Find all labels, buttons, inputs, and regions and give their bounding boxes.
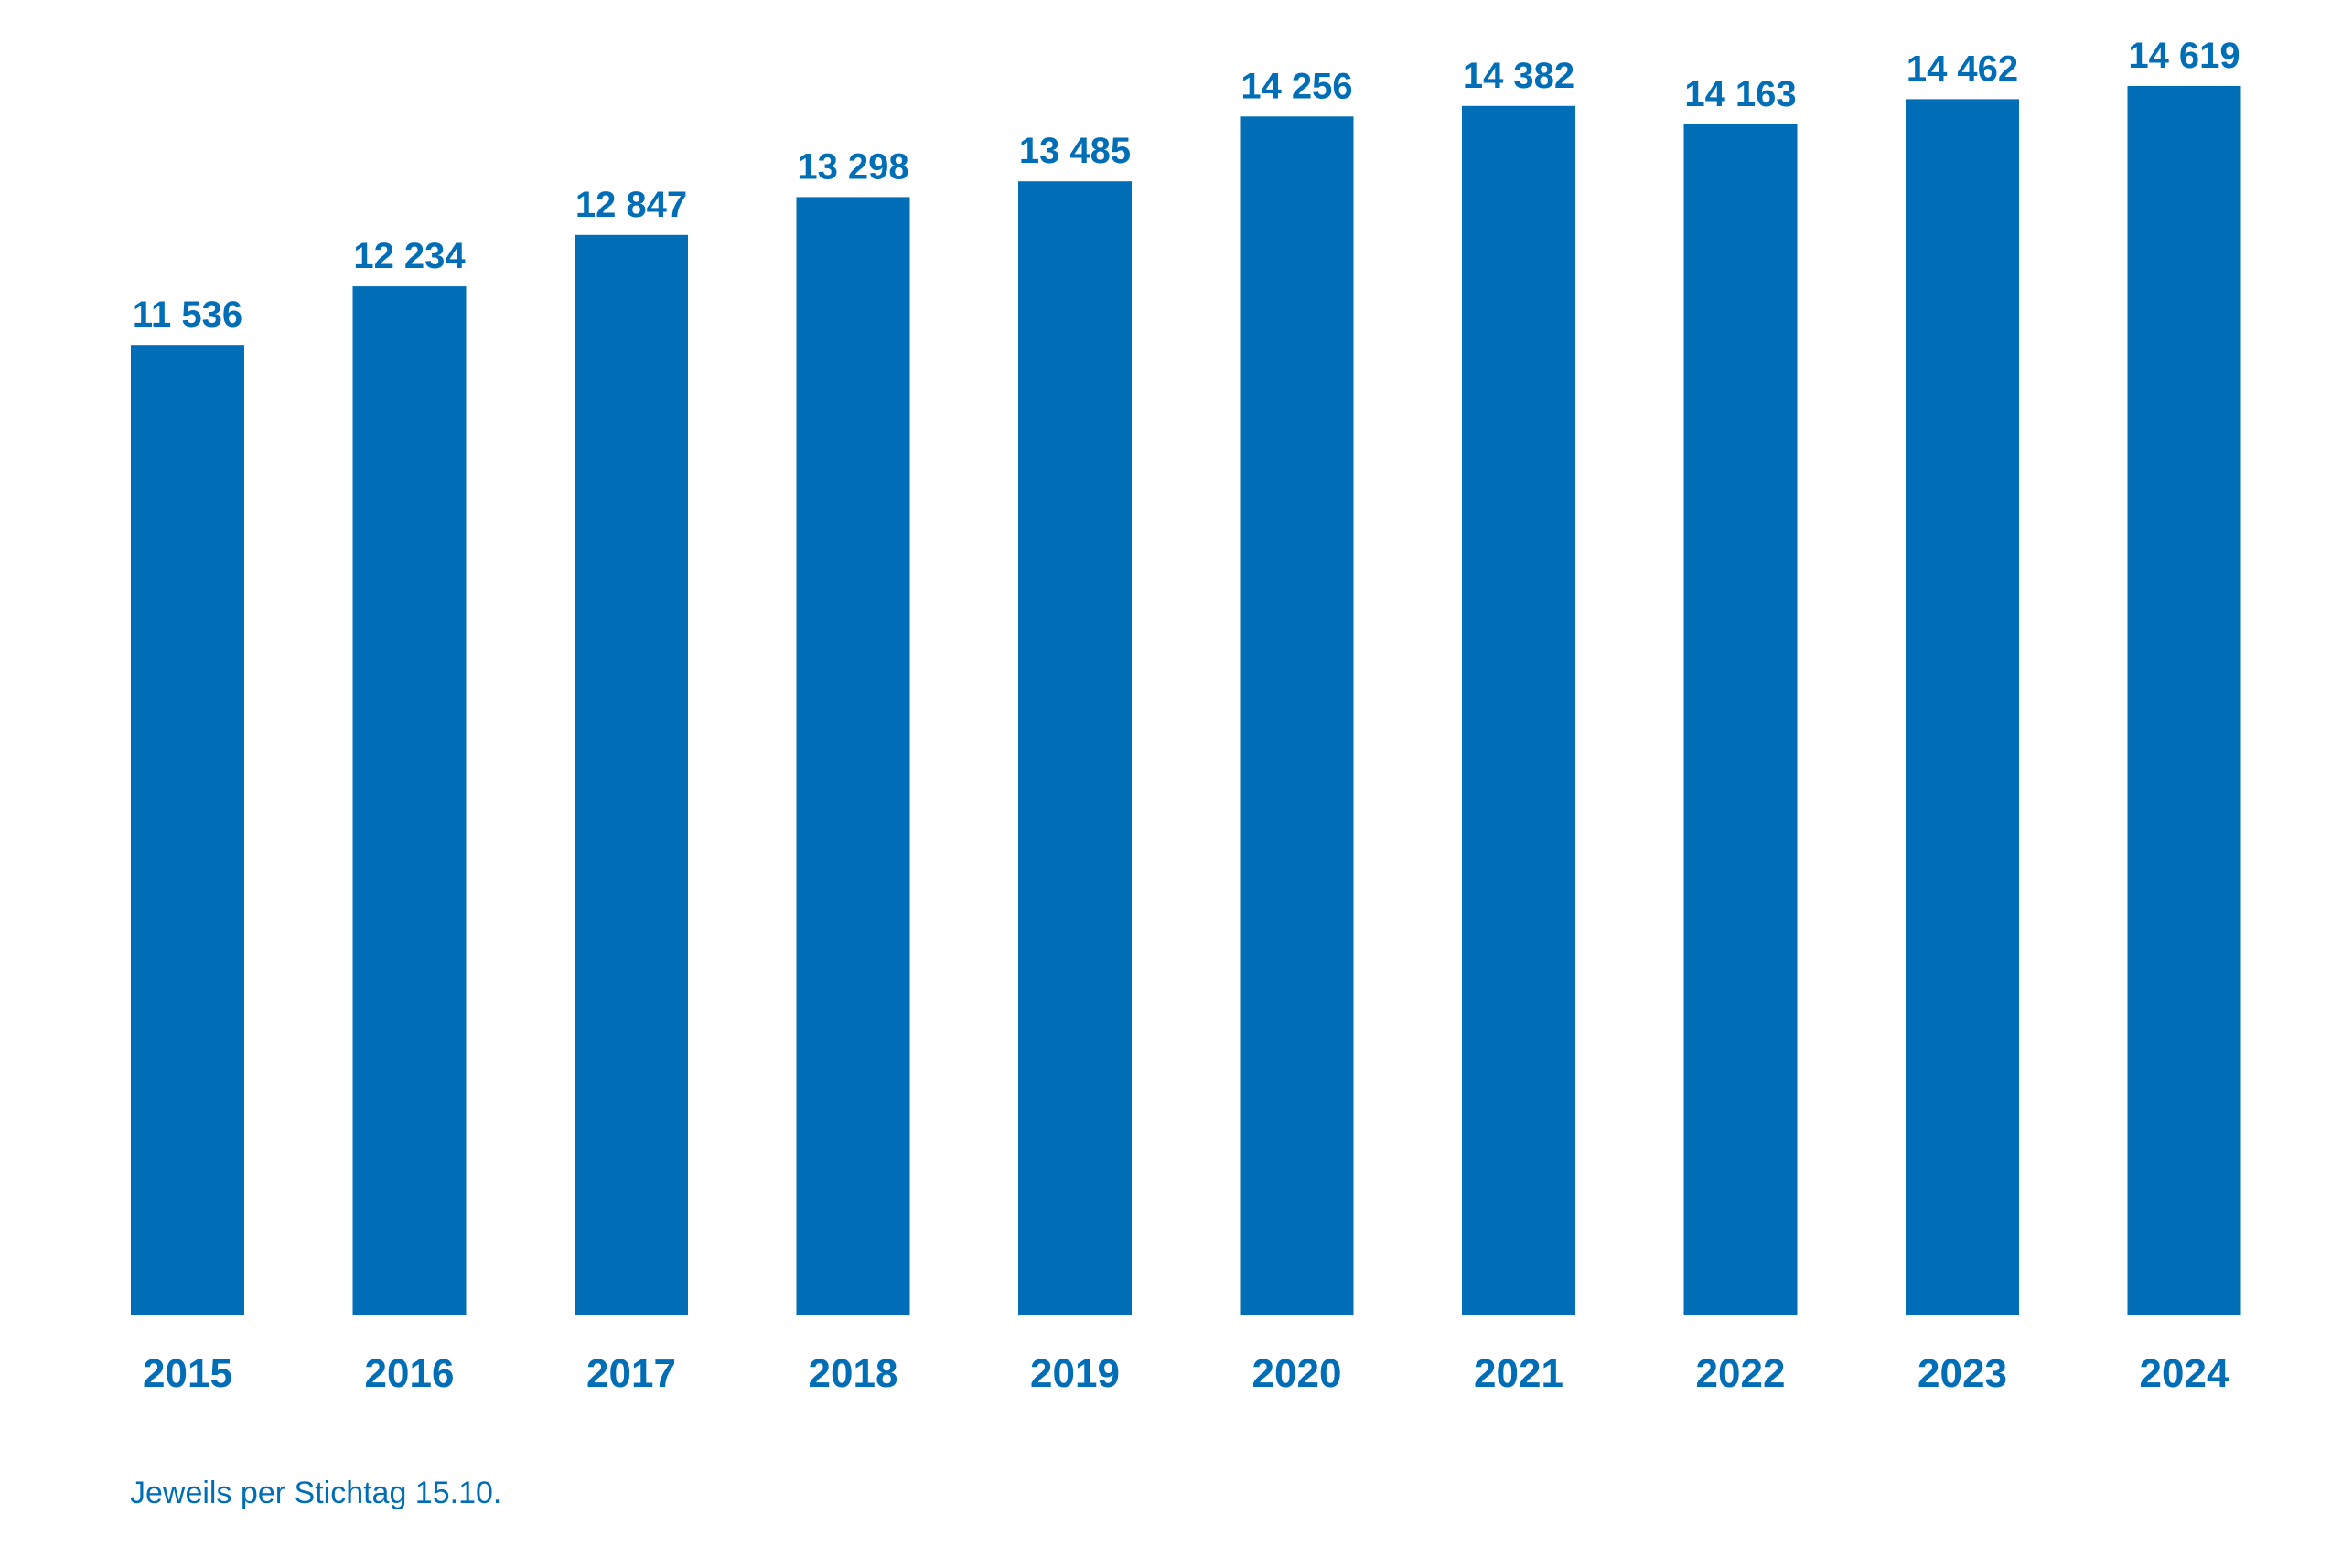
value-label-2024: 14 619 bbox=[2128, 36, 2240, 76]
value-labels: 11 536 12 234 12 847 13 298 13 485 14 256 14 3… bbox=[133, 36, 2240, 335]
x-tick-label-2019: 2019 bbox=[1030, 1351, 1120, 1396]
bar-2017 bbox=[575, 234, 688, 1315]
value-label-2019: 13 485 bbox=[1019, 131, 1131, 171]
value-label-2023: 14 462 bbox=[1907, 48, 2018, 89]
x-tick-label-2023: 2023 bbox=[1918, 1351, 2007, 1396]
bar-2021 bbox=[1462, 105, 1575, 1315]
x-tick-label-2018: 2018 bbox=[809, 1351, 898, 1396]
x-tick-label-2015: 2015 bbox=[143, 1351, 232, 1396]
bars bbox=[131, 86, 2241, 1316]
x-tick-label-2024: 2024 bbox=[2140, 1351, 2229, 1396]
bar-2019 bbox=[1018, 181, 1132, 1316]
value-label-2018: 13 298 bbox=[797, 146, 908, 187]
value-label-2015: 11 536 bbox=[133, 295, 242, 335]
x-tick-label-2020: 2020 bbox=[1252, 1351, 1342, 1396]
value-label-2016: 12 234 bbox=[353, 236, 466, 276]
chart-footnote: Jeweils per Stichtag 15.10. bbox=[130, 1476, 502, 1510]
bar-2015 bbox=[131, 345, 244, 1316]
bar-2024 bbox=[2127, 86, 2241, 1315]
x-axis-tick-labels: 2015 2016 2017 2018 2019 2020 2021 2022 2023 2024 bbox=[143, 1351, 2229, 1396]
value-label-2021: 14 382 bbox=[1463, 56, 1574, 96]
bar-2018 bbox=[796, 197, 910, 1315]
bar-2020 bbox=[1240, 116, 1354, 1315]
bar-2022 bbox=[1683, 124, 1798, 1315]
bar-2016 bbox=[352, 286, 467, 1316]
x-tick-label-2017: 2017 bbox=[586, 1351, 676, 1396]
bar-2023 bbox=[1906, 99, 2019, 1315]
x-tick-label-2022: 2022 bbox=[1696, 1351, 1786, 1396]
x-tick-label-2016: 2016 bbox=[365, 1351, 455, 1396]
x-tick-label-2021: 2021 bbox=[1474, 1351, 1563, 1396]
value-label-2022: 14 163 bbox=[1684, 74, 1796, 114]
value-label-2017: 12 847 bbox=[575, 185, 687, 225]
value-label-2020: 14 256 bbox=[1241, 66, 1352, 106]
